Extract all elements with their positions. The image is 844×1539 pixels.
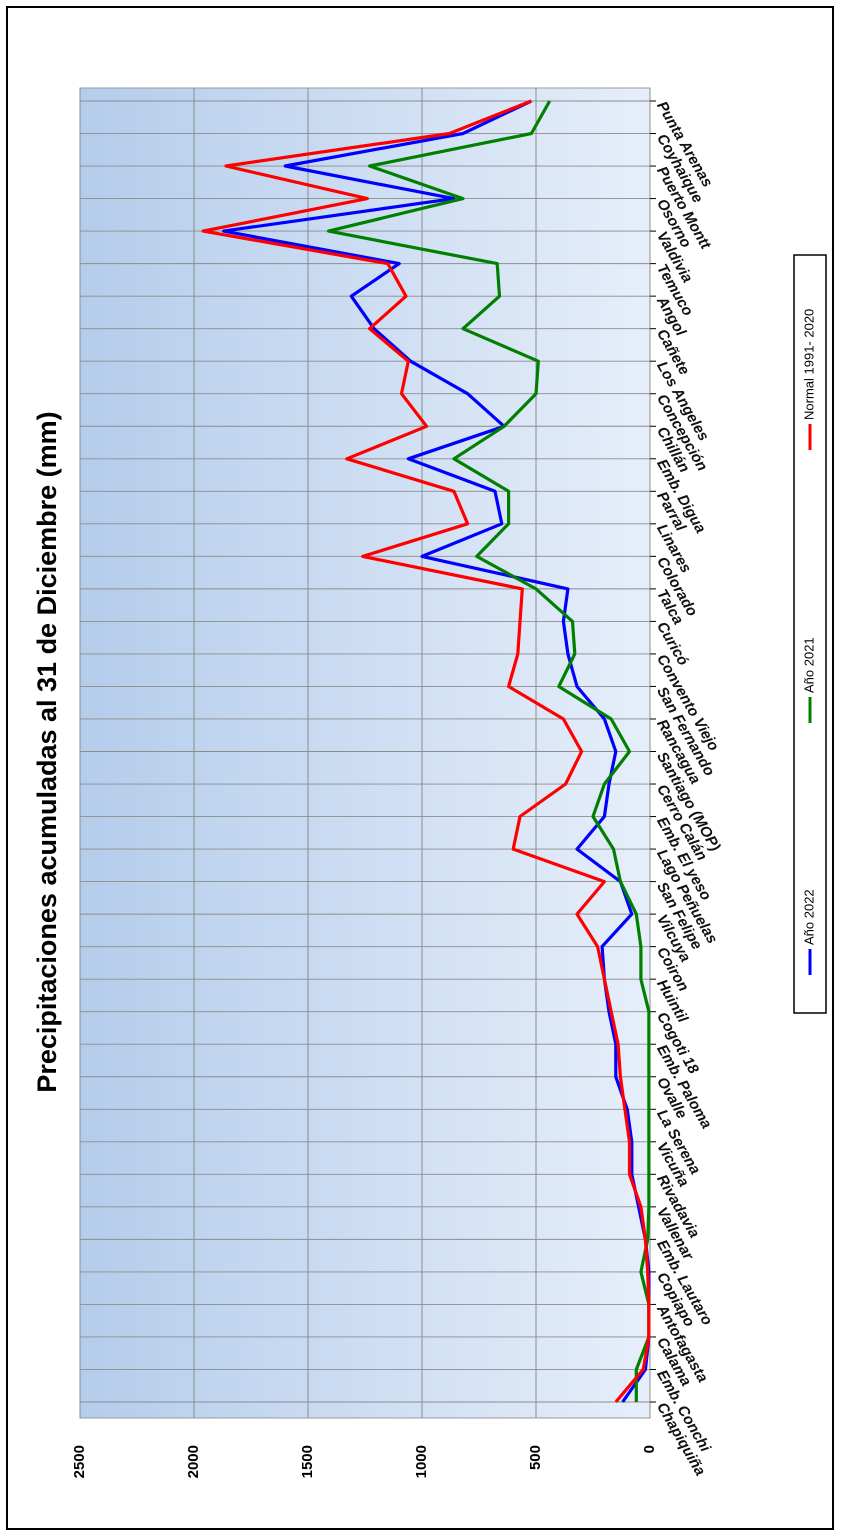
series-lines — [201, 99, 651, 1404]
series-line-2 — [201, 99, 651, 1404]
series-line-1 — [326, 100, 651, 1402]
legend-box — [793, 254, 827, 1014]
chart-title: Precipitaciones acumuladas al 31 de Dici… — [32, 411, 62, 1092]
legend-label-1: Año 2021 — [801, 637, 816, 693]
legend-label-2: Normal 1991- 2020 — [801, 309, 816, 420]
plot-area — [79, 87, 651, 1419]
value-tick-label-3: 1500 — [299, 1445, 316, 1478]
value-tick-label-5: 2500 — [71, 1445, 88, 1478]
value-axis-ticks: 0 500 1000 1500 2000 2500 — [71, 1445, 658, 1478]
value-tick-label-4: 2000 — [185, 1445, 202, 1478]
value-tick-label-2: 1000 — [413, 1445, 430, 1478]
value-tick-label-1: 500 — [527, 1445, 544, 1470]
legend: Año 2022 Año 2021 Normal 1991- 2020 — [793, 254, 827, 1014]
legend-label-0: Año 2022 — [801, 889, 816, 945]
value-tick-label-0: 0 — [641, 1445, 658, 1453]
grid-lines — [79, 88, 656, 1418]
